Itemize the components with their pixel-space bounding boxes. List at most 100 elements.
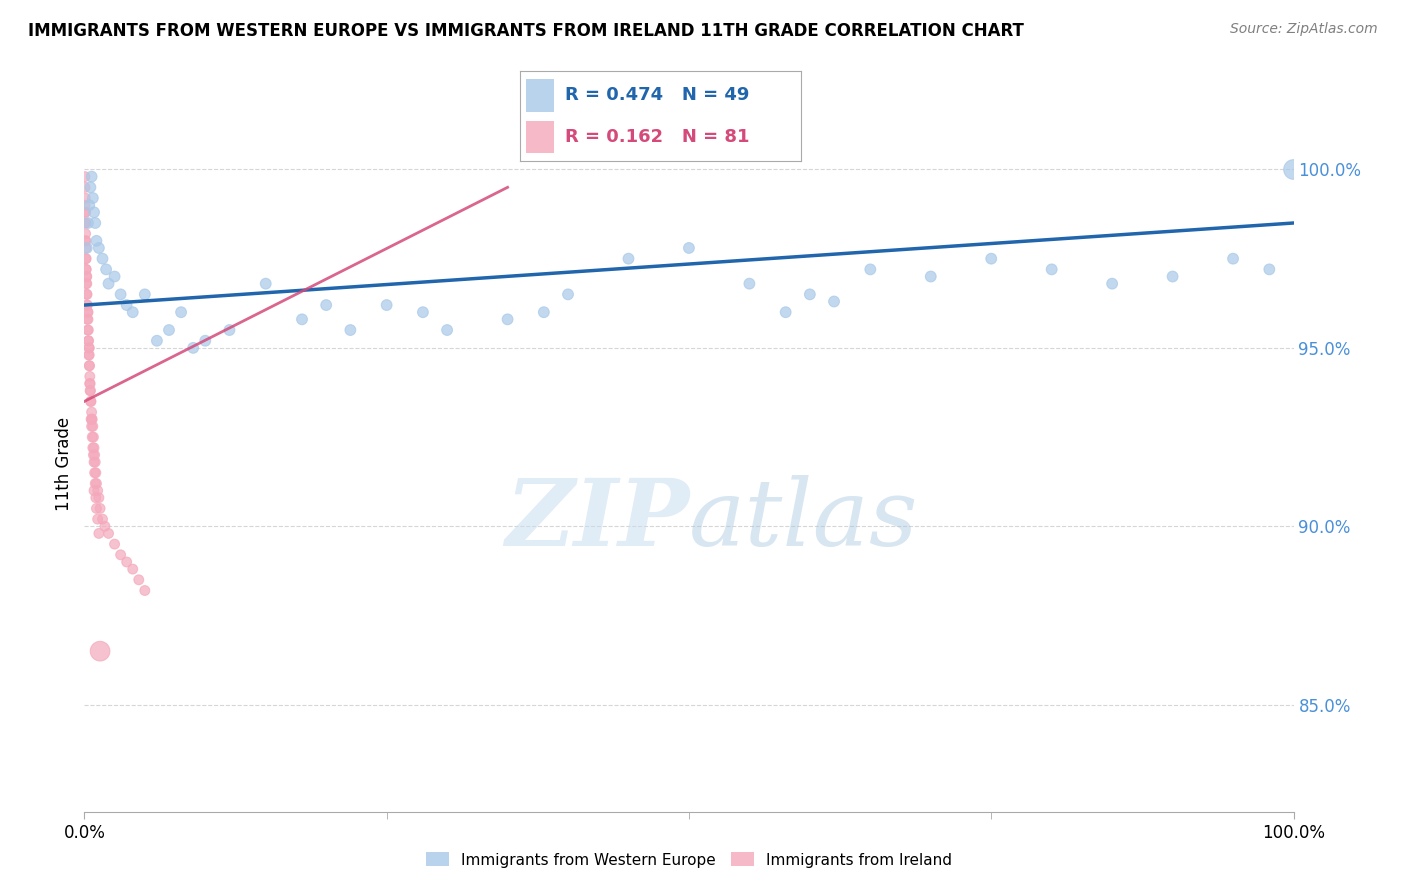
Point [115, 298, 138, 312]
Point [84, 491, 107, 505]
Point [83, 455, 105, 469]
Point [77, 348, 100, 362]
Point [77, 312, 100, 326]
Point [254, 277, 277, 291]
Bar [526, 121, 554, 153]
Point [75, 198, 97, 212]
Text: R = 0.474   N = 49: R = 0.474 N = 49 [565, 87, 749, 104]
Point [75, 216, 97, 230]
Point [86, 501, 108, 516]
Point [75, 262, 97, 277]
Point [77, 348, 100, 362]
Point [87, 491, 110, 505]
Point [77, 334, 100, 348]
Point [97, 526, 120, 541]
Point [75, 262, 97, 277]
Point [80, 412, 103, 426]
Point [75, 234, 97, 248]
Point [79, 384, 101, 398]
Point [859, 262, 882, 277]
Point [89, 644, 111, 658]
Point [1040, 262, 1063, 277]
Point [1282, 162, 1305, 177]
Point [1258, 262, 1281, 277]
Point [315, 298, 337, 312]
Point [76, 312, 98, 326]
Bar [526, 79, 554, 112]
Point [89, 501, 111, 516]
Point [218, 323, 240, 337]
Point [134, 583, 156, 598]
Point [128, 573, 150, 587]
Text: ZIP: ZIP [505, 475, 689, 565]
Point [86, 512, 108, 526]
Point [121, 305, 143, 319]
Point [97, 277, 120, 291]
Point [823, 294, 845, 309]
Point [76, 298, 98, 312]
Point [73, 180, 96, 194]
Point [77, 323, 100, 337]
Point [76, 323, 98, 337]
Point [75, 216, 97, 230]
Point [79, 369, 101, 384]
Point [80, 419, 103, 434]
Point [157, 323, 180, 337]
Point [76, 269, 98, 284]
Point [617, 252, 640, 266]
Point [80, 412, 103, 426]
Point [86, 483, 108, 498]
Point [775, 305, 797, 319]
Point [75, 205, 97, 219]
Point [79, 180, 101, 194]
Point [678, 241, 700, 255]
Point [83, 448, 105, 462]
Point [76, 287, 98, 301]
Point [77, 341, 100, 355]
Point [339, 323, 361, 337]
Point [86, 476, 108, 491]
Point [75, 252, 97, 266]
Point [77, 359, 100, 373]
Point [496, 312, 519, 326]
Point [76, 277, 98, 291]
Point [82, 191, 104, 205]
Point [75, 205, 97, 219]
Point [80, 405, 103, 419]
Point [84, 476, 107, 491]
Point [412, 305, 434, 319]
Point [104, 537, 127, 551]
Text: atlas: atlas [689, 475, 918, 565]
Point [115, 555, 138, 569]
Point [920, 269, 942, 284]
Point [436, 323, 458, 337]
Point [76, 241, 98, 255]
Point [82, 430, 104, 444]
Point [79, 376, 101, 391]
Point [121, 562, 143, 576]
Point [1161, 269, 1184, 284]
Point [194, 334, 217, 348]
Text: Source: ZipAtlas.com: Source: ZipAtlas.com [1230, 22, 1378, 37]
Point [76, 269, 98, 284]
Point [91, 252, 114, 266]
Point [110, 548, 132, 562]
Point [799, 287, 821, 301]
Point [75, 191, 97, 205]
Point [104, 269, 127, 284]
Point [82, 412, 104, 426]
Point [82, 448, 104, 462]
Point [84, 216, 107, 230]
Y-axis label: 11th Grade: 11th Grade [55, 417, 73, 511]
Point [533, 305, 555, 319]
Point [557, 287, 579, 301]
Point [76, 287, 98, 301]
Point [79, 359, 101, 373]
Point [181, 341, 204, 355]
Point [375, 298, 398, 312]
Text: R = 0.162   N = 81: R = 0.162 N = 81 [565, 128, 749, 146]
Point [86, 234, 108, 248]
Point [170, 305, 193, 319]
Legend: Immigrants from Western Europe, Immigrants from Ireland: Immigrants from Western Europe, Immigran… [419, 847, 959, 873]
Point [77, 341, 100, 355]
